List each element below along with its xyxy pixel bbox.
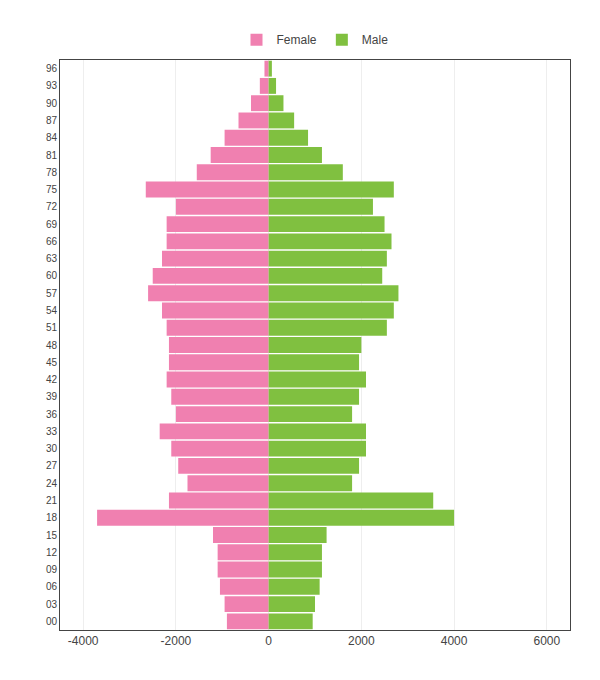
svg-text:39: 39 (46, 391, 58, 402)
svg-text:4000: 4000 (441, 634, 468, 648)
svg-text:78: 78 (46, 167, 58, 178)
svg-text:Female: Female (277, 33, 317, 47)
svg-text:36: 36 (46, 409, 58, 420)
svg-text:12: 12 (46, 547, 58, 558)
svg-text:60: 60 (46, 270, 58, 281)
svg-text:06: 06 (46, 581, 58, 592)
svg-text:00: 00 (46, 616, 58, 627)
svg-text:27: 27 (46, 460, 58, 471)
svg-text:15: 15 (46, 530, 58, 541)
svg-text:09: 09 (46, 564, 58, 575)
svg-text:54: 54 (46, 305, 58, 316)
svg-text:57: 57 (46, 288, 58, 299)
svg-text:81: 81 (46, 150, 58, 161)
svg-text:03: 03 (46, 599, 58, 610)
svg-text:69: 69 (46, 219, 58, 230)
svg-text:2000: 2000 (348, 634, 375, 648)
svg-text:72: 72 (46, 201, 58, 212)
svg-text:45: 45 (46, 357, 58, 368)
svg-text:-2000: -2000 (161, 634, 192, 648)
svg-text:96: 96 (46, 63, 58, 74)
svg-text:42: 42 (46, 374, 58, 385)
svg-text:0: 0 (265, 634, 272, 648)
svg-text:93: 93 (46, 80, 58, 91)
svg-text:30: 30 (46, 443, 58, 454)
svg-text:63: 63 (46, 253, 58, 264)
svg-text:6000: 6000 (533, 634, 560, 648)
svg-text:33: 33 (46, 426, 58, 437)
svg-text:66: 66 (46, 236, 58, 247)
svg-text:87: 87 (46, 115, 58, 126)
svg-text:51: 51 (46, 322, 58, 333)
svg-text:Male: Male (362, 33, 388, 47)
svg-text:75: 75 (46, 184, 58, 195)
svg-text:48: 48 (46, 340, 58, 351)
svg-text:21: 21 (46, 495, 58, 506)
svg-text:24: 24 (46, 478, 58, 489)
svg-text:18: 18 (46, 512, 58, 523)
svg-text:84: 84 (46, 132, 58, 143)
svg-text:-4000: -4000 (68, 634, 99, 648)
svg-text:90: 90 (46, 98, 58, 109)
